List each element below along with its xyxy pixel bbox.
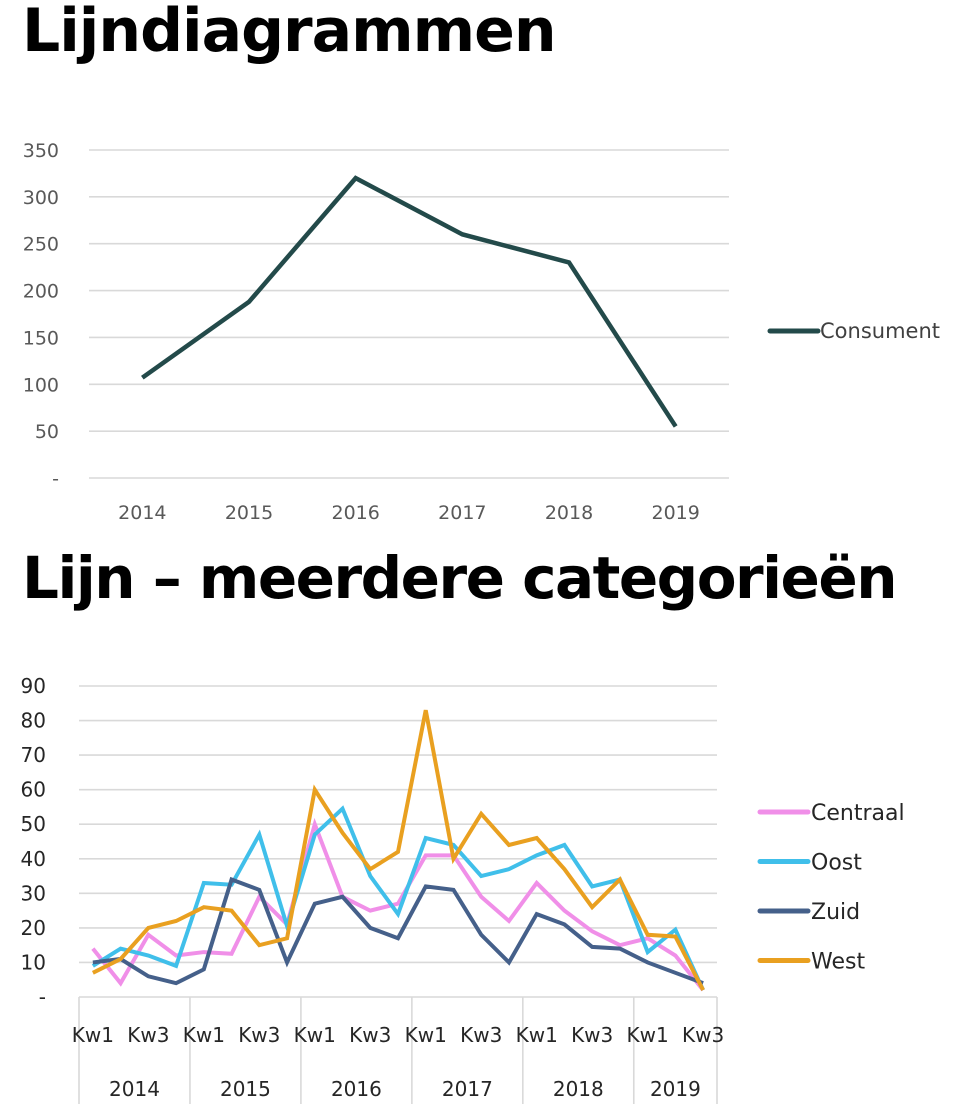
x-tick-label: 2017 xyxy=(438,502,486,524)
y-tick-label: 10 xyxy=(21,950,46,974)
year-label: 2019 xyxy=(650,1077,701,1101)
y-tick-label: 80 xyxy=(21,709,46,733)
quarter-label: Kw1 xyxy=(183,1023,225,1047)
quarter-label: Kw3 xyxy=(238,1023,280,1047)
quarter-label: Kw3 xyxy=(682,1023,724,1047)
legend-label: Oost xyxy=(811,851,862,876)
legend-label: Consument xyxy=(820,319,940,343)
y-axis-tick-labels: - 10 20 30 40 50 60 70 80 90 xyxy=(21,674,46,1009)
chart-title-meerdere-categorieen: Lijn – meerdere categorieën xyxy=(22,544,898,612)
y-tick-label: 100 xyxy=(23,374,59,396)
x-axis-grouped-labels: 2014 Kw1 Kw3 2015 Kw1 Kw3 2016 Kw1 Kw3 2017 Kw1 Kw3… xyxy=(72,997,724,1104)
y-tick-label: 300 xyxy=(23,187,59,209)
year-label: 2014 xyxy=(109,1077,160,1101)
series-line-west xyxy=(91,709,705,992)
year-label: 2017 xyxy=(442,1077,493,1101)
quarter-label: Kw3 xyxy=(460,1023,502,1047)
x-axis-tick-labels: 2014 2015 2016 2017 2018 2019 xyxy=(118,502,700,524)
y-tick-label: - xyxy=(39,985,46,1009)
x-tick-label: 2019 xyxy=(651,502,699,524)
x-tick-label: 2018 xyxy=(545,502,593,524)
x-tick-label: 2014 xyxy=(118,502,166,524)
data-lines xyxy=(141,175,678,428)
y-tick-label: 200 xyxy=(23,281,59,303)
year-label: 2018 xyxy=(553,1077,604,1101)
y-tick-label: 90 xyxy=(21,674,46,698)
x-tick-label: 2015 xyxy=(225,502,273,524)
y-tick-label: 60 xyxy=(21,778,46,802)
series-line-zuid xyxy=(92,876,704,986)
quarter-label: Kw3 xyxy=(127,1023,169,1047)
quarter-label: Kw1 xyxy=(72,1023,114,1047)
chart-title-lijndiagrammen: Lijndiagrammen xyxy=(22,0,557,66)
y-axis-tick-labels: - 50 100 150 200 250 300 350 xyxy=(23,140,59,490)
legend: Consument xyxy=(767,319,940,343)
quarter-label: Kw1 xyxy=(294,1023,336,1047)
y-tick-label: 30 xyxy=(21,881,46,905)
y-tick-label: 70 xyxy=(21,743,46,767)
y-tick-label: 50 xyxy=(35,421,59,443)
legend: Centraal Oost Zuid West xyxy=(757,801,905,975)
y-tick-label: 350 xyxy=(23,140,59,162)
legend-label: Zuid xyxy=(811,900,860,925)
data-lines xyxy=(91,709,705,992)
quarter-label: Kw1 xyxy=(405,1023,447,1047)
y-tick-label: 50 xyxy=(21,812,46,836)
quarter-label: Kw3 xyxy=(571,1023,613,1047)
x-tick-label: 2016 xyxy=(331,502,379,524)
y-tick-label: 250 xyxy=(23,234,59,256)
y-tick-label: 20 xyxy=(21,916,46,940)
y-tick-label: 40 xyxy=(21,847,46,871)
quarter-label: Kw3 xyxy=(349,1023,391,1047)
series-line-centraal xyxy=(91,817,705,992)
series-line-consument xyxy=(141,175,678,428)
quarter-label: Kw1 xyxy=(516,1023,558,1047)
year-label: 2015 xyxy=(220,1077,271,1101)
y-gridlines xyxy=(79,685,717,998)
y-tick-label: - xyxy=(52,468,59,490)
legend-label: Centraal xyxy=(811,801,905,826)
quarter-label: Kw1 xyxy=(627,1023,669,1047)
y-tick-label: 150 xyxy=(23,327,59,349)
legend-label: West xyxy=(811,950,865,975)
year-label: 2016 xyxy=(331,1077,382,1101)
